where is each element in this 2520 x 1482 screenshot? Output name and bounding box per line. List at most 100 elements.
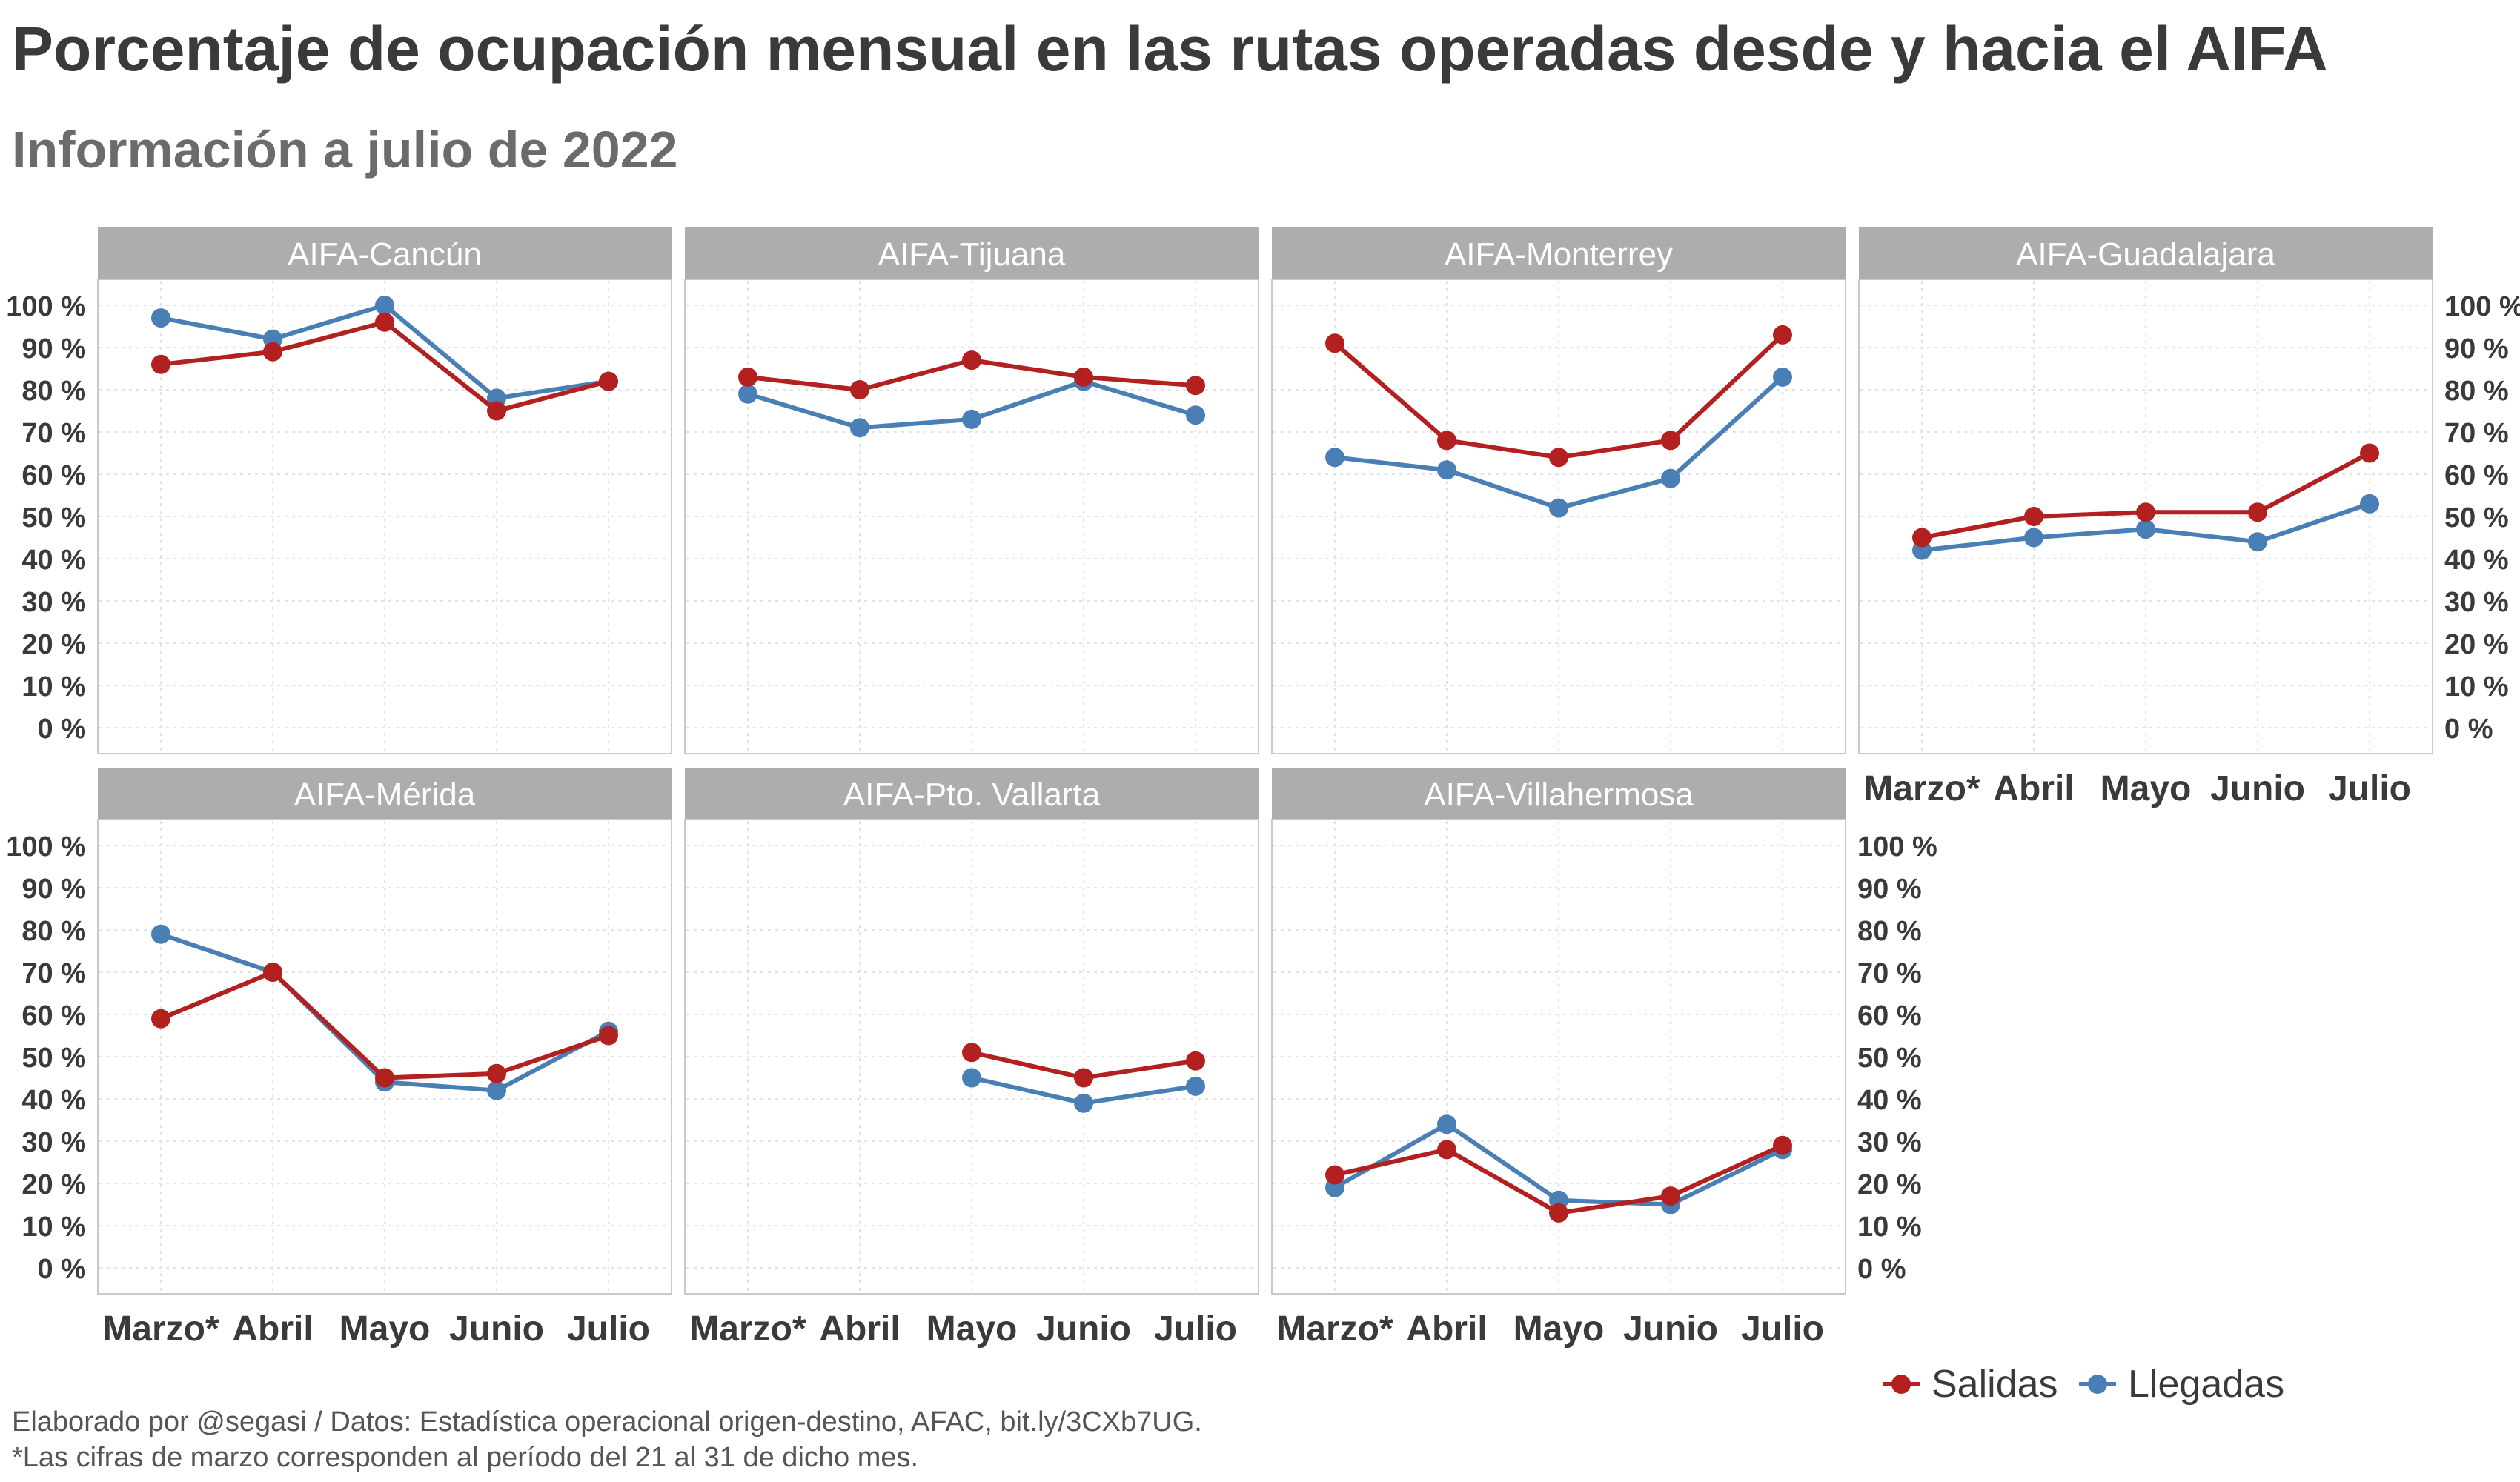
data-point-salidas [599,1026,618,1046]
y-tick-label: 30 % [21,587,86,618]
caption-note: *Las cifras de marzo corresponden al per… [12,1442,919,1473]
y-tick-label: 100 % [1857,831,1937,863]
data-point-llegadas [1661,468,1680,488]
data-point-salidas [487,401,506,421]
y-tick-label: 70 % [1857,958,1922,989]
x-tick-label: Abril [232,1309,313,1349]
data-point-salidas [151,354,170,374]
x-tick-label: Mayo [2100,769,2192,808]
data-point-salidas [1773,1135,1792,1155]
y-tick-label: 30 % [2444,587,2509,618]
facet-title: AIFA-Villahermosa [1424,777,1694,813]
x-tick-label: Mayo [1513,1309,1605,1349]
facet-title: AIFA-Mérida [294,777,476,813]
data-point-salidas [1661,431,1680,451]
y-tick-label: 10 % [2444,671,2509,702]
facet-title: AIFA-Pto. Vallarta [843,777,1101,813]
caption-source: Elaborado por @segasi / Datos: Estadísti… [12,1406,1202,1438]
legend-key-point-salidas [1891,1375,1911,1394]
data-point-salidas [1074,367,1093,387]
facet-strip [1859,227,2433,279]
y-tick-label: 20 % [1857,1169,1922,1200]
facet-strip [98,227,672,279]
x-tick-label: Abril [819,1309,900,1349]
x-tick-label: Marzo* [102,1309,219,1349]
data-point-llegadas [2136,519,2155,539]
facet-strip [1272,768,1846,820]
facet-title: AIFA-Monterrey [1445,236,1673,273]
data-point-llegadas [487,1080,506,1100]
y-tick-label: 60 % [2444,460,2509,491]
x-tick-label: Marzo* [689,1309,806,1349]
data-point-llegadas [1325,448,1344,468]
y-tick-label: 50 % [21,502,86,534]
data-point-salidas [1186,376,1205,396]
y-tick-label: 40 % [21,1085,86,1116]
data-point-salidas [1325,333,1344,353]
x-tick-label: Mayo [926,1309,1018,1349]
data-point-llegadas [1773,367,1792,387]
y-tick-label: 100 % [6,291,86,322]
y-tick-label: 50 % [1857,1043,1922,1074]
data-point-llegadas [375,296,394,315]
data-point-salidas [1437,1140,1456,1160]
data-point-salidas [850,380,869,399]
facet-title: AIFA-Guadalajara [2016,236,2275,273]
data-point-salidas [962,1043,981,1063]
data-point-salidas [263,963,282,982]
data-point-salidas [1186,1051,1205,1071]
data-point-llegadas [2024,528,2043,548]
data-point-salidas [1325,1165,1344,1185]
data-point-salidas [2024,507,2043,526]
data-point-salidas [1912,528,1932,548]
y-tick-label: 20 % [21,1169,86,1200]
x-tick-label: Julio [1741,1309,1824,1349]
y-tick-label: 70 % [2444,418,2509,449]
data-point-salidas [375,312,394,332]
data-point-salidas [962,350,981,370]
data-point-llegadas [1186,405,1205,425]
y-tick-label: 70 % [21,418,86,449]
data-point-llegadas [738,384,757,404]
data-point-salidas [1661,1186,1680,1206]
data-point-llegadas [1437,460,1456,480]
data-point-llegadas [1186,1076,1205,1096]
y-tick-label: 0 % [1857,1254,1906,1285]
x-tick-label: Julio [2328,769,2411,808]
data-point-llegadas [850,418,869,438]
x-tick-label: Junio [449,1309,544,1349]
x-tick-label: Marzo* [1276,1309,1393,1349]
x-tick-label: Mayo [339,1309,431,1349]
legend-label-llegadas: Llegadas [2128,1363,2284,1406]
y-tick-label: 50 % [21,1043,86,1074]
x-tick-label: Junio [1623,1309,1718,1349]
data-point-llegadas [2248,532,2267,552]
x-tick-label: Abril [1406,1309,1487,1349]
y-tick-label: 60 % [1857,1000,1922,1031]
facet-title: AIFA-Tijuana [878,236,1066,273]
data-point-salidas [738,367,757,387]
data-point-llegadas [151,308,170,328]
data-point-llegadas [1074,1093,1093,1113]
y-tick-label: 80 % [21,916,86,947]
data-point-llegadas [962,409,981,429]
data-point-llegadas [151,924,170,944]
data-point-salidas [1549,448,1568,468]
y-tick-label: 20 % [2444,629,2509,660]
data-point-salidas [487,1063,506,1083]
data-point-salidas [2360,443,2379,463]
data-point-salidas [1773,325,1792,345]
y-tick-label: 70 % [21,958,86,989]
data-point-salidas [375,1068,394,1088]
data-point-llegadas [1549,498,1568,518]
facet-strip [98,768,672,820]
y-tick-label: 80 % [2444,376,2509,407]
data-point-salidas [1437,431,1456,451]
y-tick-label: 100 % [2444,291,2520,322]
legend-label-salidas: Salidas [1932,1363,2058,1406]
facet-strip [685,227,1259,279]
y-tick-label: 60 % [21,1000,86,1031]
y-tick-label: 90 % [2444,333,2509,365]
y-tick-label: 40 % [2444,545,2509,576]
